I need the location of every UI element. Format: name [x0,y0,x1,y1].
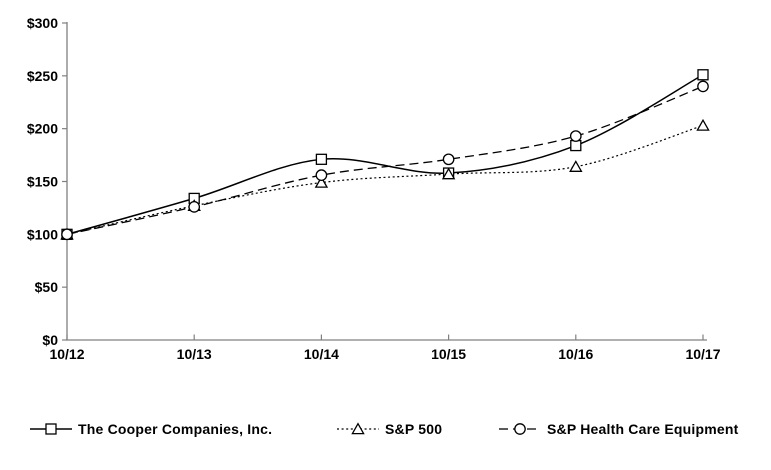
square-marker-icon [570,139,582,152]
y-tick-label: $50 [35,279,59,295]
y-tick-label: $150 [27,174,58,190]
square-marker-icon [697,69,709,81]
circle-marker-icon [697,80,709,93]
circle-marker-icon [61,228,73,241]
series-line-dashed [66,85,704,235]
plot-area: $0 $50 $100 $150 $200 $250 $300 10/12 10/13 10/14… [27,15,721,362]
x-tick-label: 10/14 [304,346,339,362]
circle-marker-icon [569,130,582,142]
legend-item-sp-health-care-equipment: S&P Health Care Equipment [499,421,738,437]
circle-marker-icon [442,153,455,166]
triangle-marker-dotted-line-icon [337,422,379,435]
circle-marker-icon [188,201,201,213]
y-tick-label: $0 [42,332,58,348]
circle-marker-dashed-line-icon [499,423,541,435]
square-marker-icon [315,153,328,165]
triangle-marker-icon [314,175,329,188]
legend-label-sp500: S&P 500 [385,421,443,437]
chart-legend: The Cooper Companies, Inc. S&P 500 S&P H… [0,421,771,445]
triangle-marker-icon [569,160,583,172]
circle-marker-icon [514,423,526,435]
legend-item-cooper-companies: The Cooper Companies, Inc. [30,421,272,437]
triangle-marker-icon [696,118,710,131]
x-tick-label: 10/16 [558,346,593,362]
y-tick-label: $250 [27,68,58,84]
series-line-solid [66,74,704,236]
triangle-marker-icon [351,422,365,435]
x-tick-label: 10/15 [431,346,466,362]
triangle-marker-icon [441,167,456,180]
circle-marker-icon [315,169,328,182]
x-tick-label: 10/13 [177,346,212,362]
square-marker-solid-line-icon [30,423,72,435]
legend-item-sp500: S&P 500 [337,421,442,437]
legend-label-sp-health-care-equipment: S&P Health Care Equipment [547,421,739,437]
x-tick-label: 10/12 [49,346,84,362]
series-line-dotted [66,124,704,235]
y-tick-label: $200 [27,121,58,137]
square-marker-icon [45,423,57,435]
y-tick-label: $300 [27,15,58,31]
y-tick-label: $100 [27,226,58,242]
legend-label-cooper-companies: The Cooper Companies, Inc. [78,421,273,437]
x-tick-label: 10/17 [685,346,720,362]
